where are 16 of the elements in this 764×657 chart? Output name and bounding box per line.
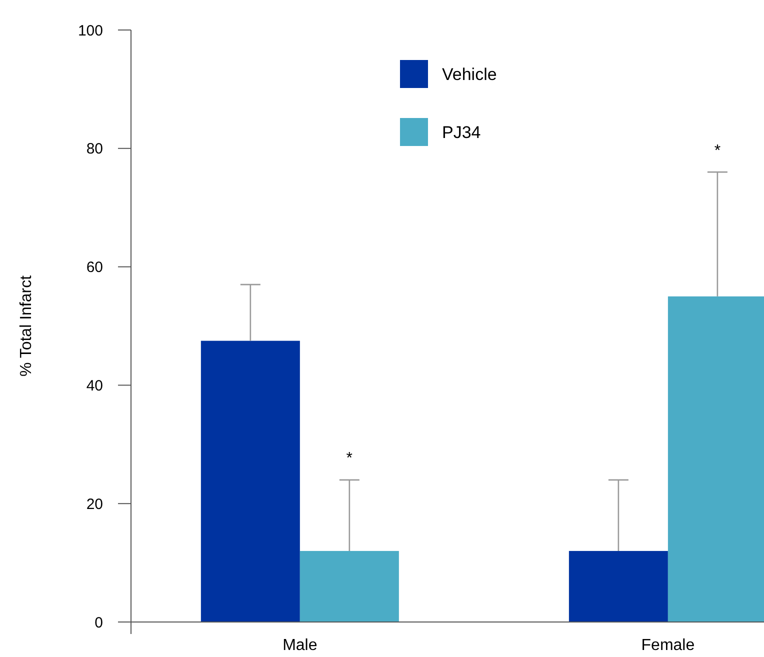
x-tick-label: Male xyxy=(282,637,318,654)
bar xyxy=(568,550,668,622)
y-tick-label: 0 xyxy=(94,614,103,632)
legend-label: Vehicle xyxy=(442,64,497,84)
y-tick-label: 100 xyxy=(78,22,103,40)
y-tick-label: 20 xyxy=(86,496,103,513)
annotation: * xyxy=(346,450,353,468)
y-tick-label: 80 xyxy=(86,140,103,158)
legend-label: PJ34 xyxy=(442,122,481,142)
bar xyxy=(300,550,399,622)
x-tick-label: Female xyxy=(641,637,695,654)
y-axis-title: % Total Infarct xyxy=(18,274,35,377)
y-tick-label: 40 xyxy=(86,377,103,394)
annotation: * xyxy=(714,142,721,160)
y-tick-label: 60 xyxy=(86,259,103,276)
bar xyxy=(200,340,300,622)
